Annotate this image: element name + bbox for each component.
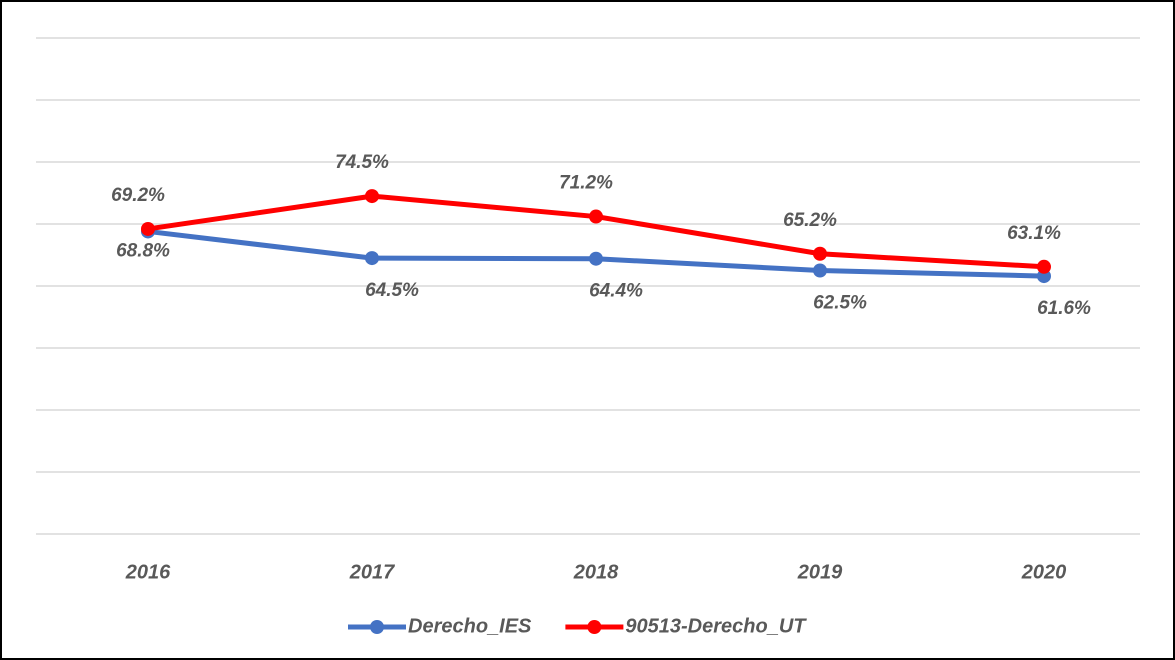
point-marker <box>365 251 379 266</box>
legend-label: 90513-Derecho_UT <box>625 615 807 637</box>
data-label: 71.2% <box>559 173 613 194</box>
point-marker <box>589 209 603 224</box>
x-tick-label: 2016 <box>125 561 171 583</box>
data-label: 64.4% <box>589 281 643 302</box>
point-marker <box>365 189 379 204</box>
point-marker <box>813 246 827 261</box>
data-label: 65.2% <box>783 210 837 231</box>
point-marker <box>813 263 827 278</box>
data-label: 68.8% <box>116 240 170 261</box>
data-label: 62.5% <box>813 293 867 314</box>
data-label: 61.6% <box>1037 298 1091 319</box>
legend-label: Derecho_IES <box>408 615 532 637</box>
data-label: 63.1% <box>1007 223 1061 244</box>
point-marker <box>141 221 155 236</box>
point-marker <box>589 251 603 266</box>
x-tick-label: 2020 <box>1021 561 1067 583</box>
x-tick-label: 2019 <box>797 561 843 583</box>
data-label: 74.5% <box>335 152 389 173</box>
point-marker <box>1037 259 1051 274</box>
legend-marker <box>587 620 602 634</box>
legend-marker <box>370 620 384 634</box>
x-tick-label: 2017 <box>349 561 395 583</box>
x-tick-label: 2018 <box>573 561 619 583</box>
data-label: 69.2% <box>111 185 165 206</box>
data-label: 64.5% <box>365 280 419 301</box>
